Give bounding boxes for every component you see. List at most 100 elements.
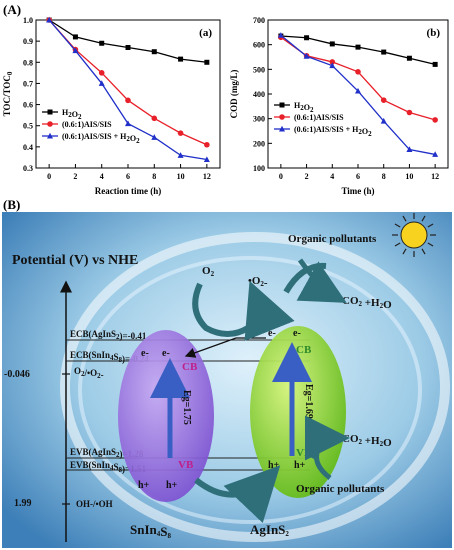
agins2-cb-label: CB xyxy=(296,344,312,356)
panel-label-a: (A) xyxy=(3,2,22,17)
electron-label: e- xyxy=(162,348,170,359)
agins2-vb-label: VB xyxy=(296,447,312,459)
y-tick-label: 500 xyxy=(253,65,265,74)
x-tick-label: 10 xyxy=(405,172,413,181)
data-point xyxy=(125,120,131,127)
x-tick-label: 4 xyxy=(330,172,334,181)
data-point xyxy=(151,115,158,122)
data-point xyxy=(432,151,439,157)
data-point xyxy=(304,35,310,41)
data-point xyxy=(47,109,53,115)
data-point xyxy=(380,97,387,103)
data-point xyxy=(279,114,285,120)
data-point xyxy=(381,49,387,55)
data-point xyxy=(277,32,284,38)
data-point xyxy=(177,152,184,158)
axis-title: Potential (V) vs NHE xyxy=(12,253,138,268)
legend-entry: (0.6:1)AIS/SIS xyxy=(62,120,112,129)
x-tick-label: 12 xyxy=(431,172,439,181)
series-line xyxy=(48,19,207,63)
electron-label: e- xyxy=(141,348,149,359)
y-tick-label: 1.0 xyxy=(23,16,33,25)
y-tick-label: 200 xyxy=(253,139,265,148)
x-tick-label: 12 xyxy=(203,172,211,181)
data-point xyxy=(125,44,131,50)
snin4s8-gap-label: Eg=1.75 xyxy=(181,390,192,425)
x-axis-label: Reaction time (h) xyxy=(95,186,161,196)
electron-label: e- xyxy=(293,328,301,339)
data-point xyxy=(329,59,336,65)
x-tick-label: 4 xyxy=(100,172,104,181)
chart-panel-tag: (a) xyxy=(199,27,212,39)
sun-ray xyxy=(394,242,401,247)
hole-label: h+ xyxy=(268,460,280,471)
series-line xyxy=(280,35,436,66)
oxidation-arrow-bottom-branch xyxy=(314,449,332,480)
y-axis-ticks: 0.3 0.4 0.5 0.6 0.7 0.8 0.9 1.0 xyxy=(23,16,40,173)
x-tick-label: 0 xyxy=(47,172,51,181)
snin4s8-particle xyxy=(118,330,214,502)
sun-ray xyxy=(402,248,407,255)
y-tick-label: 0.4 xyxy=(23,143,33,152)
data-point xyxy=(303,53,310,59)
hole-label: h+ xyxy=(138,480,150,491)
x-tick-label: 6 xyxy=(356,172,360,181)
x-axis-ticks: 0 2 4 6 8 10 12 xyxy=(279,164,439,181)
data-point xyxy=(177,130,184,136)
chart-toc: 0.30.40.50.60.70.80.91.0 0 2 4 6 8 10 12 H2O2(… xyxy=(2,16,221,196)
sun-ray xyxy=(402,215,407,222)
y-tick-label: 600 xyxy=(253,41,265,50)
x-axis-ticks: 0 2 4 6 8 10 12 xyxy=(47,164,211,181)
data-point xyxy=(432,117,438,123)
redox-label-o2: O2/•O2- xyxy=(74,366,104,380)
x-axis-label: Time (h) xyxy=(341,186,374,196)
y-tick-label: 100 xyxy=(253,164,265,173)
data-point xyxy=(204,141,210,148)
plot-frame xyxy=(267,19,449,169)
potential-tick-label: 1.99 xyxy=(14,498,32,509)
sun-ray xyxy=(427,223,434,228)
x-tick-label: 8 xyxy=(382,172,386,181)
data-point xyxy=(46,16,53,23)
data-point xyxy=(72,47,79,54)
legend: H2O2(0.6:1)AIS/SIS(0.6:1)AIS/SIS + H2O2 xyxy=(274,101,372,138)
data-point xyxy=(355,87,361,94)
data-point xyxy=(47,121,53,127)
y-tick-label: 0.9 xyxy=(23,37,33,46)
sun-ray xyxy=(421,215,426,222)
legend-entry: (0.6:1)AIS/SIS + H2O2 xyxy=(62,132,140,145)
y-tick-label: 400 xyxy=(253,90,265,99)
x-tick-label: 0 xyxy=(279,172,283,181)
y-axis-ticks: 100 200 300 400 500 600 700 xyxy=(253,16,272,173)
snin4s8-vb-label: VB xyxy=(178,459,194,471)
legend: H2O2(0.6:1)AIS/SIS(0.6:1)AIS/SIS + H2O2 xyxy=(42,108,140,145)
data-point xyxy=(98,80,105,86)
band-diagram: Potential (V) vs NHE -0.046 1.99 ECB(AgI… xyxy=(2,212,452,548)
data-point xyxy=(203,156,210,163)
y-tick-label: 0.3 xyxy=(23,164,33,173)
agins2-name: AgInS2 xyxy=(250,522,289,538)
data-point xyxy=(279,102,285,108)
y-tick-label: 700 xyxy=(253,16,265,25)
data-point xyxy=(432,61,438,67)
hole-transfer-arrow xyxy=(194,465,281,524)
y-tick-label: 0.7 xyxy=(23,79,33,88)
electron-label: e- xyxy=(268,328,276,339)
data-point xyxy=(406,109,413,116)
data-point xyxy=(125,97,131,104)
chart-panel-tag: (b) xyxy=(427,27,441,39)
oxidation-arrow-top-branch xyxy=(296,258,347,303)
y-tick-label: 0.6 xyxy=(23,101,33,110)
y-tick-label: 0.8 xyxy=(23,58,33,67)
data-point xyxy=(151,134,158,140)
panel-label-b: (B) xyxy=(3,197,21,212)
superoxide-label: •O2- xyxy=(248,275,268,289)
data-point xyxy=(98,70,105,76)
data-point xyxy=(178,56,184,62)
data-point xyxy=(406,55,412,61)
series-layer xyxy=(277,32,439,157)
legend-entry: (0.6:1)AIS/SIS + H2O2 xyxy=(294,125,372,138)
data-point xyxy=(151,49,157,55)
data-point xyxy=(355,44,361,50)
